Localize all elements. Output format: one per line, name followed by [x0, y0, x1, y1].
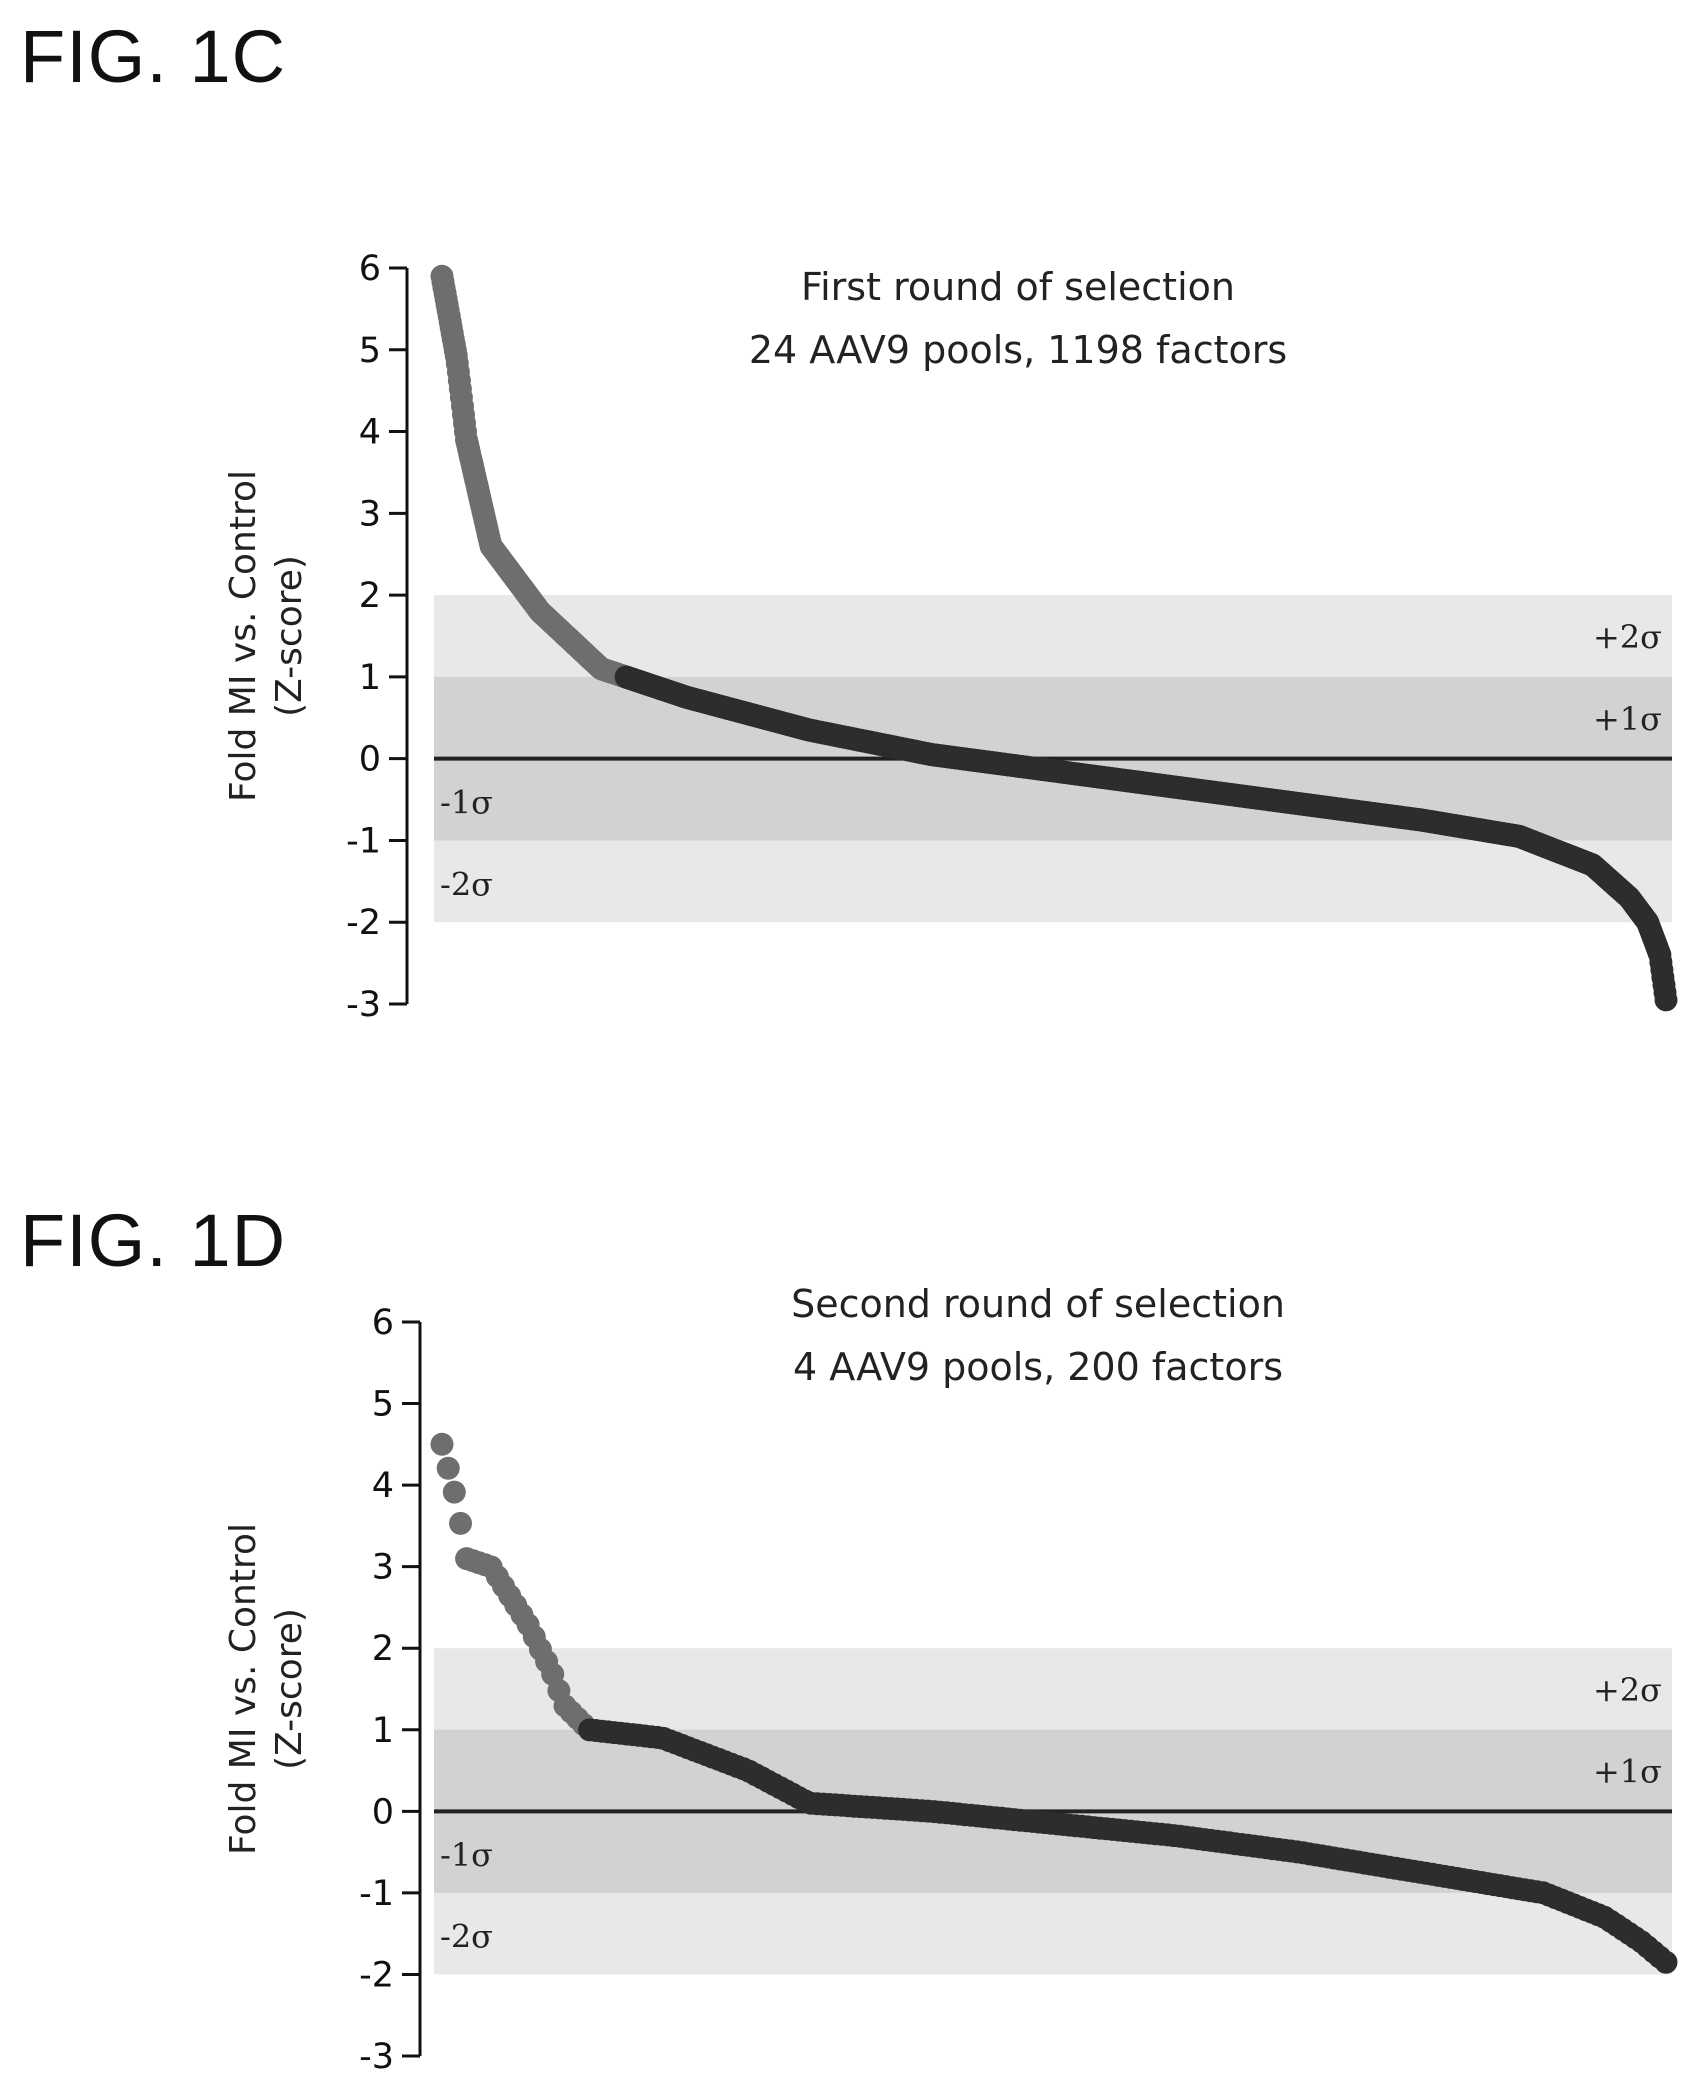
band-label-minus-two-sigma: -2σ	[440, 1918, 493, 1956]
y-tick-label: 5	[359, 331, 381, 371]
y-axis-label-units: (Z-score)	[269, 1608, 310, 1770]
data-points	[430, 1432, 1678, 1974]
y-axis-label: Fold MI vs. Control	[223, 470, 264, 802]
data-point	[1654, 988, 1678, 1012]
y-tick-label: -3	[359, 2037, 394, 2077]
y-tick-label: -2	[359, 1955, 394, 1995]
y-tick-label: -1	[346, 821, 381, 861]
chart-first-round: 6 5 4 3 2 1 0 -1 -2 -3 Fold MI vs. Control (Z-score…	[223, 249, 1678, 1025]
chart-subtitle: 4 AAV9 pools, 200 factors	[793, 1345, 1283, 1389]
figure-label-d: FIG. 1D	[20, 1199, 287, 1282]
y-tick-label: 2	[359, 576, 381, 616]
data-point	[1654, 1950, 1678, 1974]
chart-title: First round of selection	[801, 265, 1235, 309]
y-tick-label: 3	[359, 494, 381, 534]
band-label-plus-two-sigma: +2σ	[1593, 1671, 1662, 1709]
y-tick-label: -2	[346, 903, 381, 943]
y-tick-label: 0	[372, 1792, 394, 1832]
y-tick-label: 1	[372, 1711, 394, 1751]
band-label-plus-one-sigma: +1σ	[1593, 700, 1662, 738]
data-point	[442, 1480, 466, 1504]
band-label-plus-two-sigma: +2σ	[1593, 618, 1662, 656]
y-tick-label: 6	[372, 1303, 394, 1343]
y-tick-label: 4	[359, 413, 381, 453]
y-axis-label: Fold MI vs. Control	[223, 1523, 264, 1855]
y-tick-label: 2	[372, 1629, 394, 1669]
band-label-minus-one-sigma: -1σ	[440, 1836, 493, 1874]
data-point	[430, 1432, 454, 1456]
y-tick-label: 3	[372, 1548, 394, 1588]
data-points	[430, 264, 1678, 1012]
band-label-minus-two-sigma: -2σ	[440, 865, 493, 903]
data-point	[436, 1456, 460, 1480]
y-tick-label: 1	[359, 658, 381, 698]
y-tick-label: 6	[359, 249, 381, 289]
y-tick-label: -3	[346, 985, 381, 1025]
band-label-minus-one-sigma: -1σ	[440, 784, 493, 822]
band-label-plus-one-sigma: +1σ	[1593, 1753, 1662, 1791]
chart-subtitle: 24 AAV9 pools, 1198 factors	[749, 328, 1287, 372]
chart-title: Second round of selection	[791, 1282, 1285, 1326]
y-tick-label: 5	[372, 1385, 394, 1425]
chart-second-round: 6 5 4 3 2 1 0 -1 -2 -3 Fold MI vs. Control (Z-score…	[223, 1282, 1678, 2077]
figure-label-c: FIG. 1C	[20, 15, 287, 98]
data-point	[449, 1511, 472, 1535]
y-axis-label-units: (Z-score)	[269, 555, 310, 717]
y-tick-label: -1	[359, 1874, 394, 1914]
y-tick-label: 0	[359, 740, 381, 780]
y-tick-label: 4	[372, 1466, 394, 1506]
